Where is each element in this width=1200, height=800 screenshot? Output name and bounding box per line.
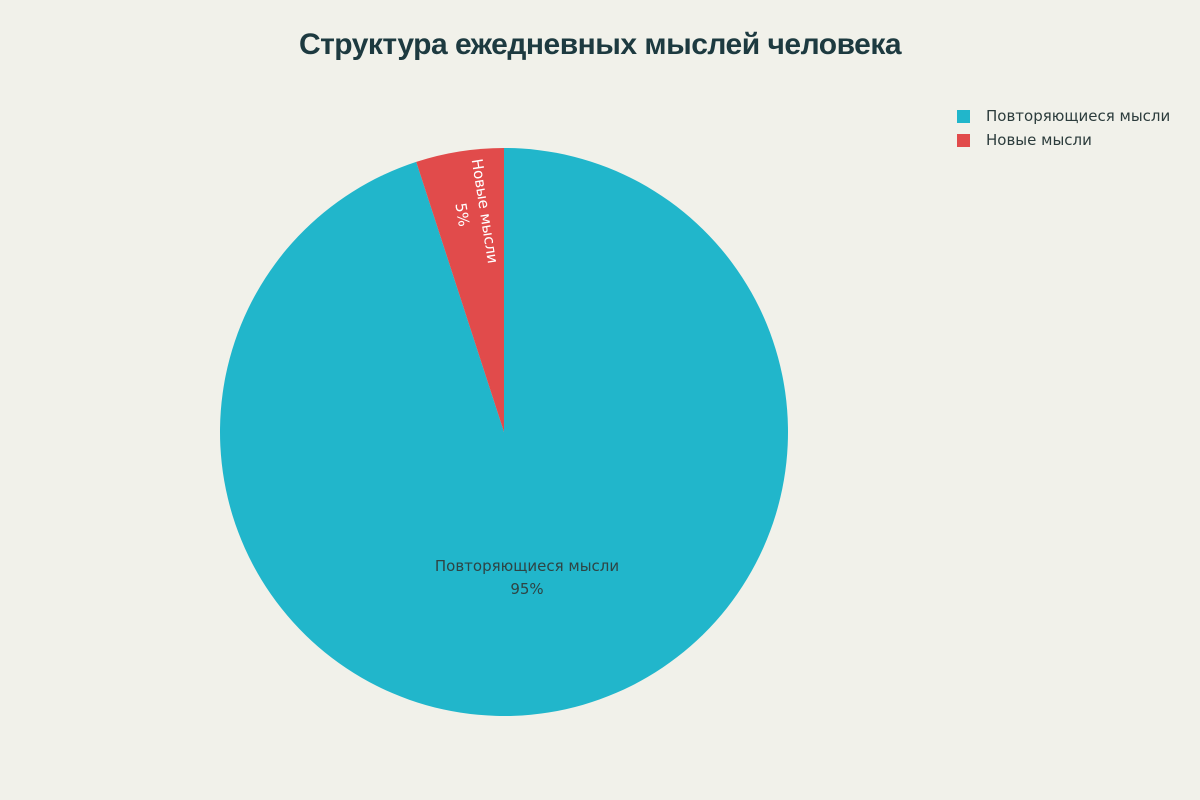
legend: Повторяющиеся мысли Новые мысли: [957, 104, 1170, 152]
legend-label-repeating: Повторяющиеся мысли: [986, 107, 1171, 125]
legend-label-new: Новые мысли: [986, 131, 1092, 149]
chart-title: Структура ежедневных мыслей человека: [298, 28, 902, 61]
pie-slice-new[interactable]: [416, 148, 504, 432]
pie-slice-repeating[interactable]: [220, 148, 789, 716]
legend-item-new[interactable]: Новые мысли: [957, 128, 1170, 152]
legend-item-repeating[interactable]: Повторяющиеся мысли: [957, 104, 1170, 128]
legend-swatch-new-icon: [957, 133, 970, 147]
legend-swatch-repeating-icon: [957, 109, 970, 123]
